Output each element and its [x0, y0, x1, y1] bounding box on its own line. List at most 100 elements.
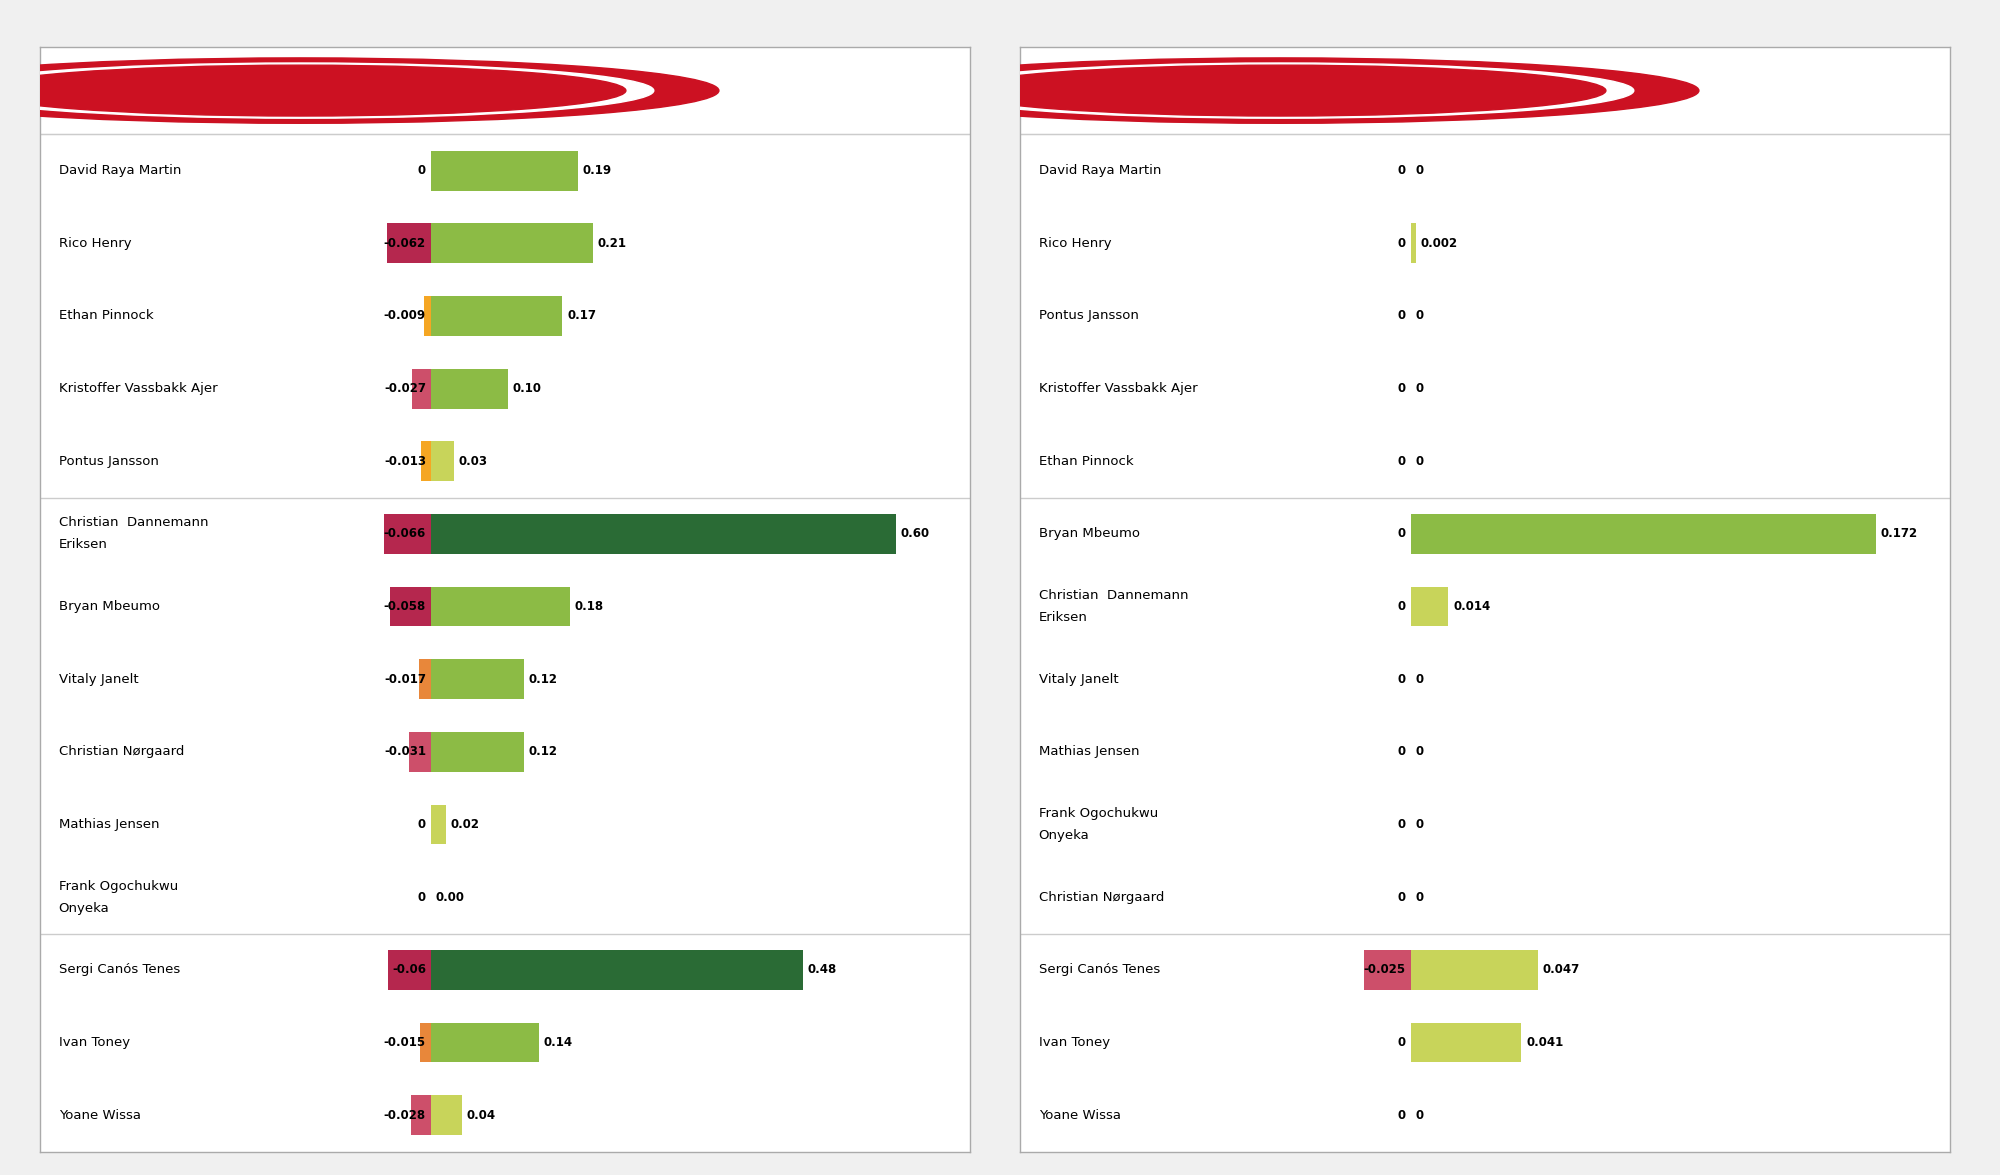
Bar — [424, 296, 430, 336]
Text: David Raya Martin: David Raya Martin — [58, 165, 180, 177]
Bar — [430, 296, 562, 336]
Bar — [384, 513, 430, 553]
Text: Pontus Jansson: Pontus Jansson — [1038, 309, 1138, 322]
Text: -0.06: -0.06 — [392, 963, 426, 976]
Text: Ethan Pinnock: Ethan Pinnock — [58, 309, 154, 322]
Text: Eriksen: Eriksen — [1038, 611, 1088, 624]
Text: 0: 0 — [1398, 600, 1406, 613]
Bar — [420, 1022, 430, 1062]
Bar — [422, 441, 430, 482]
Text: Eriksen: Eriksen — [58, 538, 108, 551]
Text: Yoane Wissa: Yoane Wissa — [1038, 1109, 1120, 1122]
Text: 0: 0 — [1398, 891, 1406, 904]
Bar — [1410, 513, 1876, 553]
Text: Onyeka: Onyeka — [58, 901, 110, 914]
Text: 0: 0 — [1398, 382, 1406, 395]
Text: 0: 0 — [418, 165, 426, 177]
Circle shape — [0, 58, 718, 123]
Text: 0: 0 — [1398, 672, 1406, 686]
Text: 0: 0 — [418, 818, 426, 831]
Text: -0.028: -0.028 — [384, 1109, 426, 1122]
Bar — [390, 586, 430, 626]
Text: 0.14: 0.14 — [544, 1036, 572, 1049]
Text: -0.015: -0.015 — [384, 1036, 426, 1049]
Bar — [430, 441, 454, 482]
Text: Kristoffer Vassbakk Ajer: Kristoffer Vassbakk Ajer — [1038, 382, 1198, 395]
Text: Yoane Wissa: Yoane Wissa — [58, 1109, 140, 1122]
Bar — [1364, 949, 1410, 989]
Text: Bryan Mbeumo: Bryan Mbeumo — [1038, 528, 1140, 540]
Text: Mathias Jensen: Mathias Jensen — [1038, 745, 1140, 758]
Text: 0.172: 0.172 — [1880, 528, 1918, 540]
Bar — [430, 223, 594, 263]
Text: 0.02: 0.02 — [450, 818, 480, 831]
Text: -0.025: -0.025 — [1364, 963, 1406, 976]
Circle shape — [0, 61, 672, 120]
Text: -0.062: -0.062 — [384, 236, 426, 250]
Bar — [412, 369, 430, 409]
Text: Mathias Jensen: Mathias Jensen — [58, 818, 160, 831]
Text: Rico Henry: Rico Henry — [58, 236, 132, 250]
Text: -0.017: -0.017 — [384, 672, 426, 686]
Text: 0.00: 0.00 — [436, 891, 464, 904]
Text: 0.19: 0.19 — [582, 165, 612, 177]
Text: 0: 0 — [1416, 165, 1424, 177]
Text: 0: 0 — [1416, 745, 1424, 758]
Text: Onyeka: Onyeka — [1038, 828, 1090, 842]
Text: -0.013: -0.013 — [384, 455, 426, 468]
Text: 0.10: 0.10 — [512, 382, 542, 395]
Text: xT from Dribbles: xT from Dribbles — [1038, 81, 1224, 101]
Text: Christian  Dannemann: Christian Dannemann — [58, 517, 208, 530]
Text: 0.03: 0.03 — [458, 455, 488, 468]
Text: 0: 0 — [1416, 672, 1424, 686]
Circle shape — [954, 65, 1606, 116]
Circle shape — [0, 63, 654, 119]
Text: 0.04: 0.04 — [466, 1109, 496, 1122]
Text: Sergi Canós Tenes: Sergi Canós Tenes — [1038, 963, 1160, 976]
Text: 0.18: 0.18 — [574, 600, 604, 613]
Circle shape — [928, 63, 1634, 119]
Text: 0.17: 0.17 — [568, 309, 596, 322]
Text: Christian  Dannemann: Christian Dannemann — [1038, 589, 1188, 602]
Text: -0.058: -0.058 — [384, 600, 426, 613]
Text: 0: 0 — [1398, 818, 1406, 831]
Bar — [1410, 949, 1538, 989]
Bar — [430, 659, 524, 699]
Text: Rico Henry: Rico Henry — [1038, 236, 1112, 250]
Text: Frank Ogochukwu: Frank Ogochukwu — [58, 880, 178, 893]
Text: 0: 0 — [1398, 745, 1406, 758]
Bar — [388, 949, 430, 989]
Text: 0: 0 — [1416, 818, 1424, 831]
Text: Christian Nørgaard: Christian Nørgaard — [1038, 891, 1164, 904]
Text: 0.002: 0.002 — [1420, 236, 1458, 250]
Text: -0.027: -0.027 — [384, 382, 426, 395]
Bar — [430, 949, 802, 989]
Circle shape — [908, 61, 1652, 120]
Text: 0.60: 0.60 — [900, 528, 930, 540]
Text: 0: 0 — [1398, 309, 1406, 322]
Text: -0.066: -0.066 — [384, 528, 426, 540]
Bar — [1410, 223, 1416, 263]
Text: Bryan Mbeumo: Bryan Mbeumo — [58, 600, 160, 613]
Text: 0: 0 — [1398, 455, 1406, 468]
Text: 0: 0 — [1416, 309, 1424, 322]
Text: Kristoffer Vassbakk Ajer: Kristoffer Vassbakk Ajer — [58, 382, 218, 395]
Bar — [430, 150, 578, 190]
Text: Vitaly Janelt: Vitaly Janelt — [58, 672, 138, 686]
Text: -0.009: -0.009 — [384, 309, 426, 322]
Text: 0: 0 — [1416, 382, 1424, 395]
Bar — [430, 513, 896, 553]
Bar — [430, 586, 570, 626]
Text: 0: 0 — [1398, 528, 1406, 540]
Text: David Raya Martin: David Raya Martin — [1038, 165, 1160, 177]
Text: 0.12: 0.12 — [528, 745, 558, 758]
Text: 0: 0 — [418, 891, 426, 904]
Bar — [430, 732, 524, 772]
Text: Ivan Toney: Ivan Toney — [58, 1036, 130, 1049]
Text: 0.21: 0.21 — [598, 236, 628, 250]
Text: Frank Ogochukwu: Frank Ogochukwu — [1038, 807, 1158, 820]
Circle shape — [862, 58, 1698, 123]
Text: Pontus Jansson: Pontus Jansson — [58, 455, 158, 468]
Bar — [430, 1095, 462, 1135]
Text: 0: 0 — [1398, 1109, 1406, 1122]
